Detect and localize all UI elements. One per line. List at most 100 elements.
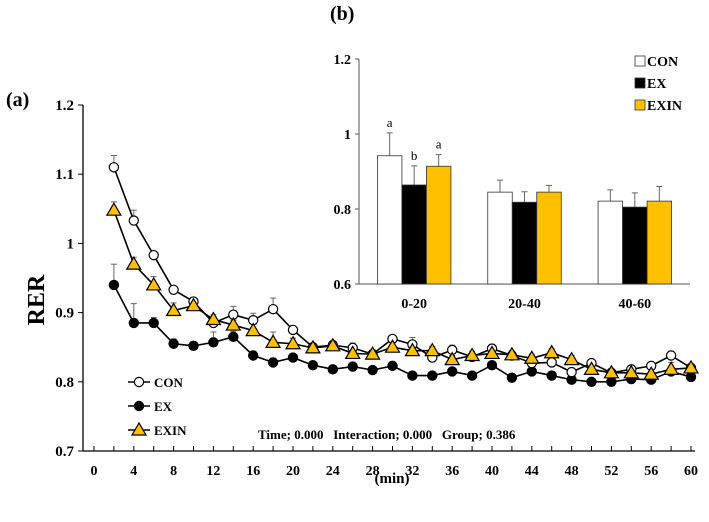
inset-x-tick-label: 20-40 (508, 297, 541, 312)
y-tick-label: 0.7 (55, 444, 74, 460)
ex-point (606, 376, 617, 387)
x-tick-label: 8 (170, 464, 177, 479)
con-bar (487, 191, 513, 285)
ex-point (108, 279, 120, 291)
ex-point (586, 376, 597, 387)
inset-legend-swatch (634, 77, 646, 89)
con-point (546, 357, 557, 368)
ex-point (148, 317, 159, 329)
con-point (168, 284, 179, 295)
exin-point (105, 201, 122, 216)
con-point (108, 162, 120, 173)
exin-point (265, 334, 282, 348)
legend-marker-exin (130, 421, 148, 436)
exin-point (125, 255, 142, 270)
exin-point (205, 311, 222, 326)
legend-item-con: CON (128, 375, 184, 390)
y-tick-label: 1.1 (55, 167, 74, 183)
exin-point (424, 342, 441, 357)
ex-point (546, 370, 557, 381)
con-point (287, 324, 299, 336)
con-point (665, 350, 677, 361)
exin-point (464, 347, 481, 362)
ex-point (387, 360, 398, 372)
y-axis-title: RER (24, 274, 50, 325)
exin-point (682, 359, 700, 374)
x-tick-label: 32 (405, 464, 419, 479)
exin-point (145, 276, 162, 291)
inset-legend-label: EX (647, 77, 666, 92)
ex-point (685, 371, 697, 383)
exin-point (404, 342, 421, 357)
x-tick-label: 28 (366, 464, 380, 479)
x-tick-label: 24 (326, 464, 340, 479)
inset-legend-item-exin: EXIN (634, 99, 682, 114)
exin-point (483, 345, 501, 360)
x-tick-label: 40 (485, 464, 499, 479)
x-tick-label: 44 (525, 464, 539, 479)
inset-legend-item-ex: EX (634, 77, 666, 92)
inset-y-tick-label: 0.6 (334, 278, 352, 293)
x-tick-label: 52 (604, 464, 618, 479)
inset-legend-label: EXIN (647, 99, 682, 114)
ex-bar (401, 184, 427, 285)
con-point (566, 366, 577, 378)
inset-legend-swatch (634, 55, 646, 67)
inset-legend-label: CON (647, 55, 678, 70)
ex-point (367, 364, 378, 376)
ex-point (128, 317, 139, 329)
x-tick-label: 0 (91, 464, 98, 479)
stats-annotation: Time; 0.000 Interaction; 0.000 Group; 0.… (258, 427, 516, 442)
ex-point (287, 352, 299, 363)
exin-point (284, 335, 302, 350)
panel-b-label: (b) (330, 3, 354, 25)
exin-bar (426, 165, 452, 285)
x-axis-title: (min) (375, 471, 410, 487)
ex-bar (622, 206, 648, 285)
ex-point (486, 359, 498, 371)
legend-marker-con (133, 376, 145, 388)
legend-label: EX (154, 399, 173, 414)
exin-point (523, 350, 540, 364)
con-bar (597, 200, 623, 285)
y-tick-label: 0.8 (55, 375, 74, 391)
ex-point (208, 337, 219, 348)
ex-point (447, 366, 458, 377)
legend-marker-ex (133, 400, 145, 412)
y-tick-label: 1 (67, 236, 75, 252)
inset-legend-swatch (634, 99, 646, 111)
x-tick-label: 4 (130, 464, 137, 479)
ex-point (427, 370, 438, 381)
legend-label: CON (154, 375, 184, 390)
exin-point (603, 364, 620, 379)
significance-letter: a (387, 115, 393, 130)
x-tick-label: 12 (206, 464, 220, 479)
exin-bar (536, 191, 562, 285)
exin-point (503, 346, 520, 361)
x-tick-label: 56 (644, 464, 658, 479)
ex-bar (511, 201, 538, 285)
exin-point (444, 351, 461, 366)
ex-point (168, 338, 179, 349)
ex-point (506, 372, 518, 383)
x-tick-label: 48 (565, 464, 579, 479)
significance-letter: b (411, 148, 418, 163)
panel-a-label: (a) (6, 89, 29, 111)
exin-point (165, 302, 182, 317)
exin-point (543, 344, 560, 359)
exin-point (643, 365, 660, 380)
ex-point (188, 340, 199, 352)
legend-label: EXIN (154, 423, 187, 438)
exin-point (623, 364, 640, 379)
inset-legend-item-con: CON (634, 55, 678, 70)
exin-point (225, 316, 242, 331)
inset-y-tick-label: 1.2 (334, 53, 352, 68)
exin-point (185, 297, 202, 312)
ex-point (228, 331, 239, 343)
ex-point (267, 357, 279, 368)
legend-item-exin: EXIN (128, 421, 187, 438)
inset-y-tick-label: 0.8 (334, 203, 352, 218)
con-bar (377, 155, 403, 285)
ex-point (307, 359, 319, 371)
